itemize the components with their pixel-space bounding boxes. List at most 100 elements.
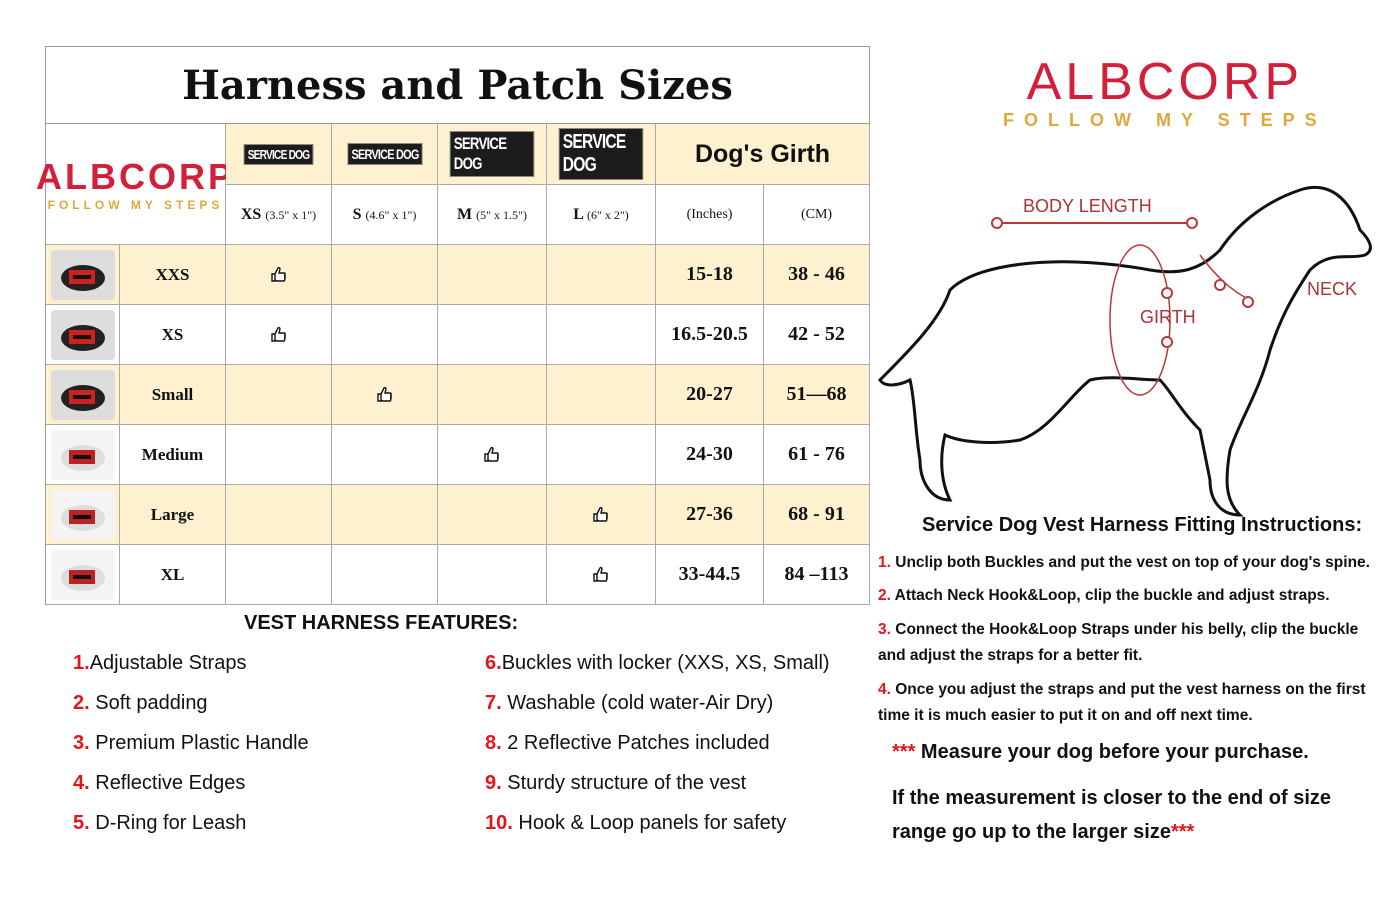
patch-size-header: S (4.6" x 1") <box>332 185 438 245</box>
feature-text: Hook & Loop panels for safety <box>512 812 787 834</box>
feature-number: 10. <box>485 812 513 834</box>
instruction-step: 2. Attach Neck Hook&Loop, clip the buckl… <box>878 583 1388 609</box>
patch-fit-cell <box>547 365 656 425</box>
patch-size-header: XS (3.5" x 1") <box>226 185 332 245</box>
girth-cm-cell: 61 - 76 <box>764 425 870 485</box>
service-dog-patch: SERVICE DOG <box>449 131 535 177</box>
features-title: VEST HARNESS FEATURES: <box>244 612 519 634</box>
patch-fit-cell <box>547 305 656 365</box>
patch-size: L <box>573 205 583 223</box>
neck-label: NECK <box>1307 279 1357 299</box>
table-title: Harness and Patch Sizes <box>46 47 869 124</box>
harness-image <box>50 369 115 420</box>
feature-text: Reflective Edges <box>89 772 246 794</box>
girth-inches-cell: 27-36 <box>656 485 764 545</box>
size-table: Harness and Patch Sizes ALBCORP FOLLOW MY… <box>36 46 870 605</box>
patch-fit-cell <box>547 425 656 485</box>
feature-item: 6.Buckles with locker (XXS, XS, Small) <box>485 652 830 675</box>
patch-header: SERVICE DOG <box>547 124 656 185</box>
girth-inches: 24-30 <box>686 443 733 465</box>
size-label: XS <box>161 324 184 344</box>
patch-header: SERVICE DOG <box>438 124 547 185</box>
patch-size: M <box>457 205 473 223</box>
table-logo: ALBCORP FOLLOW MY STEPS <box>36 124 232 245</box>
feature-item: 9. Sturdy structure of the vest <box>485 772 746 795</box>
girth-inches-cell: 33-44.5 <box>656 545 764 605</box>
girth-cm-cell: 42 - 52 <box>764 305 870 365</box>
dog-outline <box>878 185 1372 517</box>
feature-item: 3. Premium Plastic Handle <box>73 732 309 755</box>
size-label: Large <box>150 504 195 524</box>
size-cell: XS <box>120 305 226 365</box>
girth-inches: 16.5-20.5 <box>671 323 748 345</box>
service-dog-patch: SERVICE DOG <box>243 143 314 165</box>
thumbs-up-icon <box>593 506 608 522</box>
feature-text: Sturdy structure of the vest <box>501 772 747 794</box>
step-text: Once you adjust the straps and put the v… <box>878 681 1366 724</box>
girth-cm-cell: 84 –113 <box>764 545 870 605</box>
feature-item: 10. Hook & Loop panels for safety <box>485 812 786 835</box>
patch-dims: (5" x 1.5") <box>476 207 527 222</box>
feature-text: Buckles with locker (XXS, XS, Small) <box>501 652 830 674</box>
dog-measurement-diagram: BODY LENGTH GIRTH NECK <box>878 185 1372 517</box>
girth-cm-cell: 68 - 91 <box>764 485 870 545</box>
harness-image <box>50 549 115 600</box>
girth-cm: 38 - 46 <box>788 263 845 285</box>
feature-text: Premium Plastic Handle <box>89 732 309 754</box>
patch-fit-cell <box>332 245 438 305</box>
feature-number: 2. <box>73 692 90 714</box>
feature-item: 4. Reflective Edges <box>73 772 245 795</box>
girth-inches: 15-18 <box>686 263 733 285</box>
brand-name: ALBCORP <box>1026 53 1304 111</box>
feature-item: 8. 2 Reflective Patches included <box>485 732 770 755</box>
feature-number: 1. <box>73 652 90 674</box>
unit-label: (Inches) <box>686 206 733 222</box>
patch-header: SERVICE DOG <box>226 124 332 185</box>
step-number: 3. <box>878 621 891 638</box>
feature-text: D-Ring for Leash <box>89 812 247 834</box>
harness-image <box>50 249 115 300</box>
patch-size-header: M (5" x 1.5") <box>438 185 547 245</box>
feature-text: Adjustable Straps <box>89 652 247 674</box>
size-label: XXS <box>155 264 190 284</box>
harness-thumbnail <box>46 365 120 425</box>
size-cell: XXS <box>120 245 226 305</box>
instruction-step: 3. Connect the Hook&Loop Straps under hi… <box>878 617 1388 669</box>
size-cell: Small <box>120 365 226 425</box>
patch-fit-cell <box>226 485 332 545</box>
harness-thumbnail <box>46 305 120 365</box>
size-up-note: If the measurement is closer to the end … <box>892 781 1352 849</box>
service-dog-patch: SERVICE DOG <box>347 143 422 165</box>
harness-thumbnail <box>46 485 120 545</box>
step-text: Connect the Hook&Loop Straps under his b… <box>878 621 1359 664</box>
patch-fit-cell <box>438 485 547 545</box>
unit-label: (CM) <box>800 206 833 222</box>
patch-fit-cell <box>332 545 438 605</box>
feature-number: 4. <box>73 772 90 794</box>
girth-inches-cell: 24-30 <box>656 425 764 485</box>
step-text: Attach Neck Hook&Loop, clip the buckle a… <box>890 587 1330 604</box>
girth-cm: 42 - 52 <box>788 323 845 345</box>
thumbs-up-icon <box>376 386 392 402</box>
feature-number: 7. <box>485 692 502 714</box>
girth-cm: 61 - 76 <box>788 443 845 465</box>
patch-size-header: L (6" x 2") <box>547 185 656 245</box>
girth-inches-cell: 20-27 <box>656 365 764 425</box>
patch-fit-cell <box>547 245 656 305</box>
patch-fit-cell <box>226 545 332 605</box>
patch-fit-cell <box>547 485 656 545</box>
note-stars: *** <box>1170 821 1195 843</box>
note-stars: *** <box>892 741 916 763</box>
patch-header: SERVICE DOG <box>332 124 438 185</box>
service-dog-patch: SERVICE DOG <box>558 128 644 180</box>
girth-cm: 84 –113 <box>784 563 849 585</box>
patch-fit-cell <box>226 305 332 365</box>
girth-cm-cell: 38 - 46 <box>764 245 870 305</box>
harness-image <box>50 309 115 360</box>
instructions-title: Service Dog Vest Harness Fitting Instruc… <box>922 514 1363 536</box>
patch-fit-cell <box>438 425 547 485</box>
feature-number: 6. <box>485 652 502 674</box>
patch-fit-cell <box>438 545 547 605</box>
feature-number: 3. <box>73 732 90 754</box>
note-text: Measure your dog before your purchase. <box>915 741 1309 763</box>
